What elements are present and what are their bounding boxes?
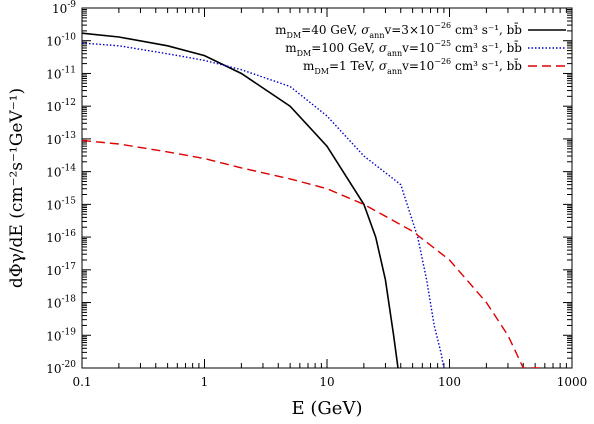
y-tick-label: 10-18 xyxy=(46,295,76,311)
series-line-2 xyxy=(82,42,445,368)
tick-labels: 0.1 1 10 100 1000 10-20 10-19 10-18 10-17 10-16 10… xyxy=(46,0,587,389)
legend: mDM=40 GeV, σannv=3×10−26 cm³ s⁻¹, bb̄mD… xyxy=(275,21,566,76)
legend-entry-3: mDM=1 TeV, σannv=10−26 cm³ s⁻¹, bb̄ xyxy=(303,57,522,76)
y-tick-label: 10-11 xyxy=(46,65,76,81)
x-tick-label: 100 xyxy=(438,375,461,389)
legend-entry-1: mDM=40 GeV, σannv=3×10−26 cm³ s⁻¹, bb̄ xyxy=(275,21,522,40)
y-tick-label: 10-14 xyxy=(46,164,76,180)
y-tick-label: 10-13 xyxy=(46,131,76,147)
y-tick-label: 10-17 xyxy=(46,262,76,278)
legend-entry-2: mDM=100 GeV, σannv=10−25 cm³ s⁻¹, bb̄ xyxy=(285,39,522,58)
y-tick-label: 10-15 xyxy=(46,196,76,212)
y-tick-label: 10-20 xyxy=(46,360,76,376)
x-tick-label: 1 xyxy=(201,375,209,389)
x-tick-label: 0.1 xyxy=(72,375,91,389)
x-tick-label: 1000 xyxy=(557,375,588,389)
y-tick-label: 10-9 xyxy=(52,0,76,16)
y-axis-title: dΦγ/dE (cm⁻²s⁻¹GeV⁻¹) xyxy=(7,88,27,288)
x-tick-label: 10 xyxy=(319,375,334,389)
y-tick-label: 10-10 xyxy=(46,33,76,49)
y-tick-label: 10-12 xyxy=(46,98,76,114)
y-tick-label: 10-16 xyxy=(46,229,76,245)
series-line-1 xyxy=(82,32,399,368)
series-line-3 xyxy=(82,139,541,368)
y-tick-label: 10-19 xyxy=(46,327,76,343)
series-lines xyxy=(82,32,541,368)
axis-ticks xyxy=(81,8,572,369)
x-axis-title: E (GeV) xyxy=(292,398,363,419)
